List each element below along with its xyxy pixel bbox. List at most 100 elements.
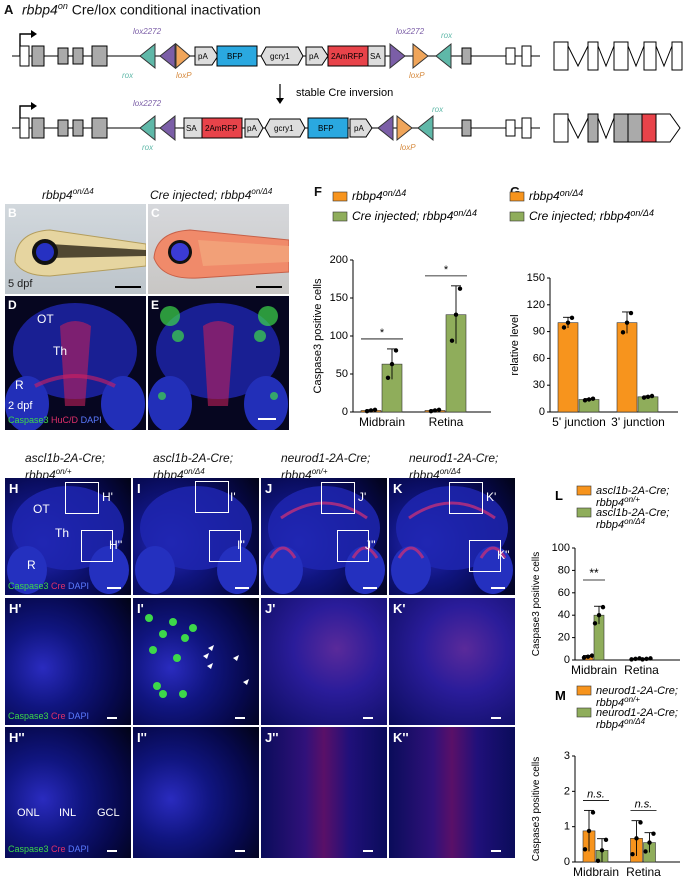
data-dot bbox=[600, 604, 606, 610]
legend-pre: Cre injected; bbox=[529, 209, 600, 223]
label-2dpf: 2 dpf bbox=[8, 400, 33, 412]
label-gcry1-2: gcry1 bbox=[274, 124, 294, 133]
label-rox-3: rox bbox=[142, 143, 154, 152]
panel-letter-hk: K'' bbox=[393, 730, 409, 745]
legend-gene: ascl1b-2A-Cre; bbox=[596, 507, 669, 519]
data-dot bbox=[647, 840, 652, 845]
larva-c-drawing bbox=[153, 229, 289, 279]
y-tick-label: 200 bbox=[330, 254, 348, 266]
sig-label: * bbox=[444, 264, 449, 276]
construct-diagram: lox2272 rox loxP pA BFP gcry1 pA 2AmRFP … bbox=[12, 27, 683, 152]
label-pa-4: pA bbox=[354, 124, 364, 133]
micrograph-r2-c3: J' bbox=[261, 598, 387, 725]
brain-d-drawing bbox=[5, 303, 145, 430]
stain-caspase: Caspase3 bbox=[8, 844, 52, 854]
legend-label-line2: rbbp4on/Δ4 bbox=[596, 517, 646, 531]
panel-letter-g: G bbox=[510, 184, 521, 199]
y-tick-label: 150 bbox=[527, 272, 545, 284]
data-dot bbox=[648, 656, 653, 661]
panel-b-title: rbbp4on/Δ4 bbox=[42, 187, 94, 202]
eye-left bbox=[391, 546, 431, 594]
data-dot bbox=[453, 312, 459, 317]
inset-box-1 bbox=[65, 482, 99, 514]
label-5dpf: 5 dpf bbox=[8, 278, 33, 290]
legend-gene2: rbbp4 bbox=[596, 719, 624, 731]
layer-label-inl: INL bbox=[59, 807, 77, 819]
data-dot bbox=[590, 396, 596, 401]
data-dot bbox=[590, 810, 596, 815]
legend-gene: rbbp4 bbox=[423, 209, 454, 223]
stain-cre: Cre bbox=[51, 581, 69, 591]
panel-letter-hk: H'' bbox=[9, 730, 25, 745]
legend-label-line2: rbbp4on/Δ4 bbox=[596, 717, 646, 731]
stain-legend-d: Caspase3 HuC/D DAPI bbox=[8, 415, 102, 425]
y-tick-label: 100 bbox=[330, 330, 348, 342]
inset-box-2 bbox=[209, 530, 241, 562]
label-r-d: R bbox=[15, 378, 24, 392]
y-tick-label: 50 bbox=[336, 368, 348, 380]
y-tick-label: 40 bbox=[558, 609, 570, 621]
caspase-cell bbox=[189, 624, 197, 632]
data-dot bbox=[449, 338, 455, 343]
sig-label: ** bbox=[589, 566, 599, 580]
caspase-cell bbox=[145, 614, 153, 622]
region-label-r: R bbox=[27, 558, 36, 572]
image-e-brain: E bbox=[148, 296, 289, 430]
panel-c-pre: Cre injected; bbox=[150, 188, 221, 202]
data-dot bbox=[372, 407, 378, 412]
letter-e: E bbox=[151, 298, 160, 312]
legend-label: neurod1-2A-Cre; bbox=[596, 707, 678, 719]
stain-dapi: DAPI bbox=[68, 711, 90, 721]
y-tick-label: 2 bbox=[564, 785, 570, 797]
micrograph-r2-c4: K' bbox=[389, 598, 515, 725]
label-lox2272-3: lox2272 bbox=[133, 99, 162, 108]
label-pa-1: pA bbox=[198, 52, 208, 61]
legend-sup: on/Δ4 bbox=[383, 188, 407, 198]
legend-label-line2: rbbp4on/+ bbox=[596, 495, 640, 509]
stain-caspase-d: Caspase3 bbox=[8, 415, 49, 425]
data-dot bbox=[368, 408, 374, 413]
legend-sup: on/Δ4 bbox=[624, 517, 645, 526]
scale-bar bbox=[107, 587, 121, 589]
hk-title-sup: on/+ bbox=[311, 467, 328, 476]
brain-e-drawing bbox=[148, 303, 288, 430]
panel-letter-a: A bbox=[4, 2, 14, 17]
panel-letter-f: F bbox=[314, 184, 322, 199]
inset-box-2 bbox=[81, 530, 113, 562]
legend-swatch bbox=[576, 685, 592, 696]
stain-caspase: Caspase3 bbox=[8, 581, 52, 591]
data-dot bbox=[582, 398, 588, 403]
data-dot bbox=[641, 395, 647, 400]
bar bbox=[637, 396, 659, 413]
label-bfp-1: BFP bbox=[227, 52, 243, 61]
inset-label-2: J'' bbox=[365, 538, 376, 552]
inset-label-1: K' bbox=[486, 490, 497, 504]
legend-sup: on/+ bbox=[624, 695, 640, 704]
data-dot bbox=[565, 320, 571, 325]
arrowhead bbox=[203, 653, 209, 659]
data-dot bbox=[599, 848, 605, 853]
construct-top bbox=[12, 30, 683, 71]
letter-c: C bbox=[151, 206, 160, 220]
inset-label-2: K'' bbox=[497, 548, 510, 562]
cre-signal bbox=[351, 546, 379, 559]
micrograph-r3-c2: I'' bbox=[133, 727, 259, 858]
inset-box-1 bbox=[321, 482, 355, 514]
brain-outline bbox=[391, 486, 513, 594]
data-dot bbox=[651, 831, 656, 836]
label-sa-1: SA bbox=[370, 52, 381, 61]
label-rox-4: rox bbox=[432, 105, 444, 114]
scale-bar bbox=[363, 850, 373, 852]
legend-sup: on/Δ4 bbox=[560, 188, 584, 198]
legend-swatch bbox=[332, 191, 348, 202]
brain-shape bbox=[12, 486, 124, 570]
scale-bar bbox=[363, 587, 377, 589]
legend-swatch bbox=[332, 211, 348, 222]
inset-box-1 bbox=[195, 481, 229, 513]
caspase-cell bbox=[181, 634, 189, 642]
data-dot bbox=[644, 656, 649, 662]
brain-outline bbox=[7, 486, 129, 594]
legend-gene: neurod1-2A-Cre; bbox=[596, 685, 678, 697]
legend-swatch bbox=[576, 507, 592, 518]
legend-gene: rbbp4 bbox=[600, 209, 631, 223]
